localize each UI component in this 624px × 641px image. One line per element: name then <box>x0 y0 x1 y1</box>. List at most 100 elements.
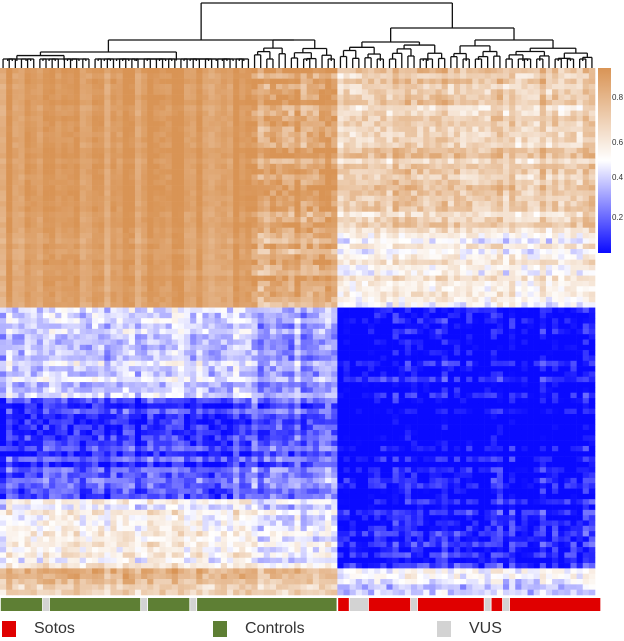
heatmap-cell <box>490 222 498 228</box>
heatmap-cell <box>233 264 240 271</box>
heatmap-cell <box>312 206 320 213</box>
heatmap-cell <box>257 174 265 181</box>
heatmap-cell <box>18 286 25 292</box>
heatmap-cell <box>552 169 559 175</box>
heatmap-cell <box>196 280 203 287</box>
heatmap-cell <box>502 179 510 186</box>
heatmap-cell <box>472 201 479 207</box>
heatmap-cell <box>410 153 418 159</box>
heatmap-cell <box>331 185 338 191</box>
heatmap-cell <box>478 115 485 122</box>
heatmap-cell <box>73 153 81 159</box>
heatmap-cell <box>85 201 93 207</box>
heatmap-cell <box>294 270 301 276</box>
heatmap-cell <box>460 190 467 197</box>
heatmap-cell <box>141 201 148 207</box>
heatmap-cell <box>472 291 479 298</box>
heatmap-cell <box>282 153 289 159</box>
heatmap-cell <box>49 201 56 207</box>
heatmap-cell <box>165 264 173 271</box>
heatmap-cell <box>49 323 56 330</box>
heatmap-cell <box>24 238 31 244</box>
heatmap-cell <box>435 238 442 244</box>
heatmap-cell <box>484 78 492 85</box>
heatmap-cell <box>12 307 19 314</box>
heatmap-cell <box>226 259 234 266</box>
heatmap-cell <box>128 302 136 308</box>
heatmap-cell <box>134 307 142 314</box>
heatmap-cell <box>92 110 99 117</box>
heatmap-cell <box>294 78 301 85</box>
heatmap-cell <box>49 73 56 79</box>
heatmap-cell <box>288 227 295 234</box>
heatmap-cell <box>466 286 473 292</box>
heatmap-cell <box>122 296 130 303</box>
heatmap-cell <box>435 286 442 292</box>
heatmap-cell <box>257 105 265 111</box>
heatmap-cell <box>147 78 154 85</box>
heatmap-cell <box>558 169 565 175</box>
heatmap-cell <box>521 286 528 292</box>
heatmap-cell <box>441 131 449 138</box>
heatmap-cell <box>153 259 160 266</box>
heatmap-cell <box>423 158 430 165</box>
heatmap-cell <box>368 126 375 133</box>
heatmap-cell <box>42 142 50 149</box>
heatmap-cell <box>447 217 455 223</box>
heatmap-cell <box>331 78 338 85</box>
heatmap-cell <box>521 190 528 197</box>
heatmap-cell <box>570 83 577 90</box>
heatmap-cell <box>79 233 87 239</box>
heatmap-cell <box>545 222 553 228</box>
heatmap-cell <box>134 296 142 303</box>
heatmap-cell <box>588 153 596 159</box>
heatmap-cell <box>490 238 498 244</box>
heatmap-cell <box>294 190 301 197</box>
heatmap-cell <box>460 169 467 175</box>
heatmap-cell <box>502 99 510 106</box>
heatmap-cell <box>18 131 25 138</box>
heatmap-cell <box>410 99 418 106</box>
heatmap-cell <box>49 94 56 101</box>
heatmap-cell <box>61 302 68 308</box>
heatmap-cell <box>177 179 185 186</box>
heatmap-cell <box>208 296 215 303</box>
heatmap-cell <box>73 185 81 191</box>
heatmap-cell <box>245 105 252 111</box>
heatmap-cell <box>141 248 148 255</box>
heatmap-cell <box>588 73 596 79</box>
heatmap-cell <box>177 158 185 165</box>
heatmap-cell <box>220 217 228 223</box>
heatmap-cell <box>404 280 412 287</box>
heatmap-cell <box>184 296 191 303</box>
heatmap-cell <box>110 211 117 218</box>
heatmap-cell <box>257 275 265 282</box>
heatmap-cell <box>386 264 393 271</box>
heatmap-cell <box>509 206 516 213</box>
heatmap-cell <box>159 83 166 90</box>
heatmap-cell <box>190 169 197 175</box>
heatmap-cell <box>490 195 498 202</box>
heatmap-cell <box>6 169 13 175</box>
heatmap-cell <box>570 115 577 122</box>
heatmap-cell <box>349 222 357 228</box>
heatmap-cell <box>6 259 13 266</box>
heatmap-cell <box>588 296 596 303</box>
heatmap-cell <box>515 217 522 223</box>
heatmap-cell <box>239 78 246 85</box>
heatmap-cell <box>564 110 571 117</box>
heatmap-cell <box>208 110 215 117</box>
heatmap-cell <box>509 227 516 234</box>
heatmap-cell <box>18 302 25 308</box>
heatmap-cell <box>509 307 516 314</box>
heatmap-cell <box>85 99 93 106</box>
heatmap-cell <box>184 73 191 79</box>
heatmap-cell <box>226 73 234 79</box>
heatmap-cell <box>276 259 283 266</box>
heatmap-cell <box>460 147 467 154</box>
heatmap-cell <box>98 115 105 122</box>
heatmap-cell <box>545 94 553 101</box>
heatmap-cell <box>435 270 442 276</box>
heatmap-cell <box>466 73 473 79</box>
heatmap-cell <box>331 195 338 202</box>
